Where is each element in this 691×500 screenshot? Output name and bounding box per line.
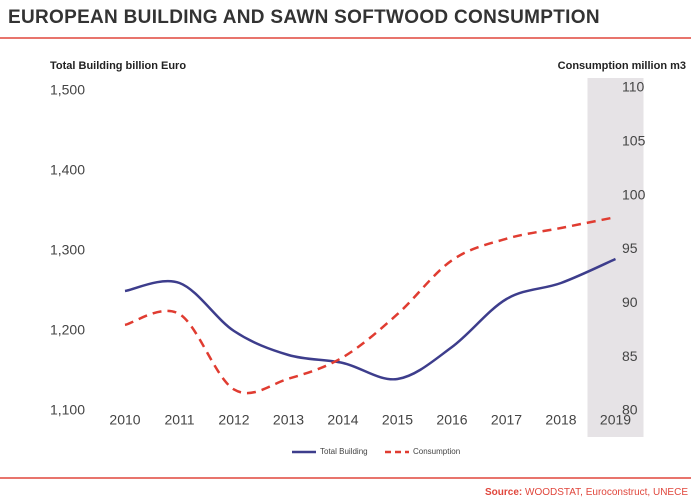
y-tick-label: 1,400	[50, 162, 85, 178]
x-tick-label: 2011	[164, 412, 194, 428]
y-tick-label: 1,300	[50, 242, 85, 258]
chart-title: EUROPEAN BUILDING AND SAWN SOFTWOOD CONS…	[8, 7, 600, 28]
y2-axis-label: Consumption million m3	[558, 60, 686, 72]
y2-tick-label: 95	[622, 240, 638, 256]
legend-label: Total Building	[320, 447, 368, 456]
y-axis-label: Total Building billion Euro	[50, 60, 186, 72]
x-tick-label: 2014	[327, 412, 358, 428]
y-tick-label: 1,500	[50, 82, 85, 98]
y2-tick-label: 80	[622, 402, 638, 418]
legend-label: Consumption	[413, 447, 460, 456]
y2-tick-label: 110	[622, 79, 645, 95]
y-tick-label: 1,200	[50, 322, 85, 338]
y2-tick-label: 85	[622, 348, 638, 364]
y-tick-label: 1,100	[50, 402, 85, 418]
x-tick-label: 2010	[109, 412, 140, 428]
x-tick-label: 2018	[545, 412, 576, 428]
x-tick-label: 2015	[382, 412, 413, 428]
series-line	[124, 257, 617, 381]
series-line	[124, 215, 616, 395]
source-text: WOODSTAT, Euroconstruct, UNECE	[525, 487, 688, 498]
x-tick-label: 2019	[600, 412, 631, 428]
x-tick-label: 2016	[436, 412, 467, 428]
highlight-band	[587, 78, 644, 437]
source: Source: WOODSTAT, Euroconstruct, UNECE	[485, 487, 688, 498]
source-label: Source:	[485, 487, 522, 498]
y2-tick-label: 105	[622, 133, 646, 149]
y2-tick-label: 90	[622, 294, 638, 310]
y2-tick-label: 100	[622, 186, 646, 202]
x-tick-label: 2013	[273, 412, 304, 428]
x-tick-label: 2017	[491, 412, 522, 428]
highlight-layer	[587, 78, 644, 437]
x-tick-label: 2012	[218, 412, 249, 428]
